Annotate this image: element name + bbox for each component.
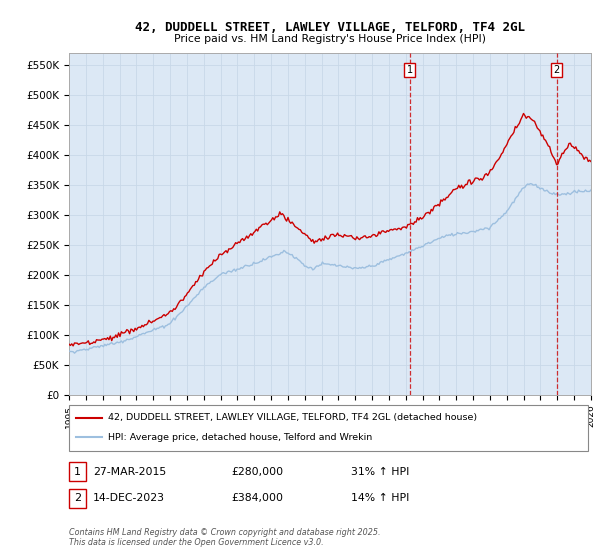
Text: Contains HM Land Registry data © Crown copyright and database right 2025.
This d: Contains HM Land Registry data © Crown c… bbox=[69, 528, 380, 547]
Text: Price paid vs. HM Land Registry's House Price Index (HPI): Price paid vs. HM Land Registry's House … bbox=[174, 34, 486, 44]
Text: 2: 2 bbox=[74, 493, 81, 503]
Text: 27-MAR-2015: 27-MAR-2015 bbox=[93, 466, 166, 477]
Text: 14-DEC-2023: 14-DEC-2023 bbox=[93, 493, 165, 503]
Text: 31% ↑ HPI: 31% ↑ HPI bbox=[351, 466, 409, 477]
Text: 42, DUDDELL STREET, LAWLEY VILLAGE, TELFORD, TF4 2GL: 42, DUDDELL STREET, LAWLEY VILLAGE, TELF… bbox=[135, 21, 525, 34]
Text: HPI: Average price, detached house, Telford and Wrekin: HPI: Average price, detached house, Telf… bbox=[108, 432, 372, 441]
Text: 42, DUDDELL STREET, LAWLEY VILLAGE, TELFORD, TF4 2GL (detached house): 42, DUDDELL STREET, LAWLEY VILLAGE, TELF… bbox=[108, 413, 477, 422]
Text: 14% ↑ HPI: 14% ↑ HPI bbox=[351, 493, 409, 503]
Text: 1: 1 bbox=[407, 65, 413, 75]
Text: £384,000: £384,000 bbox=[231, 493, 283, 503]
Text: £280,000: £280,000 bbox=[231, 466, 283, 477]
Text: 2: 2 bbox=[554, 65, 560, 75]
Text: 1: 1 bbox=[74, 466, 81, 477]
